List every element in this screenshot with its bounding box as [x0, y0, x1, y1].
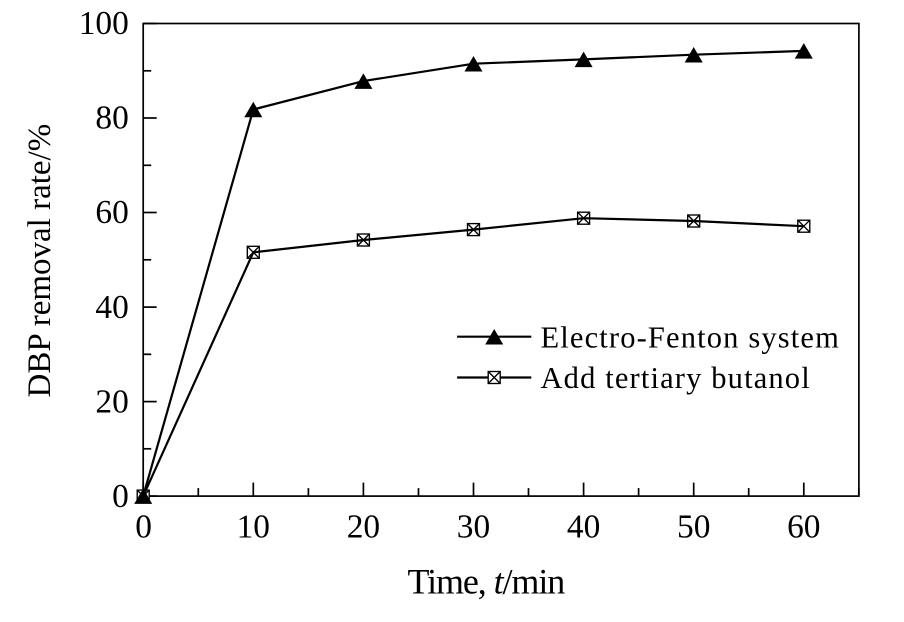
- svg-text:30: 30: [457, 509, 490, 546]
- svg-text:Time, t/min: Time, t/min: [408, 562, 566, 602]
- svg-text:Electro-Fenton system: Electro-Fenton system: [541, 321, 840, 355]
- svg-text:80: 80: [95, 100, 128, 137]
- svg-text:60: 60: [787, 509, 820, 546]
- svg-text:0: 0: [112, 478, 129, 515]
- svg-text:100: 100: [79, 5, 129, 42]
- svg-text:0: 0: [135, 509, 152, 546]
- svg-text:40: 40: [95, 289, 128, 326]
- svg-text:Add tertiary butanol: Add tertiary butanol: [541, 361, 811, 395]
- svg-text:DBP removal rate/%: DBP removal rate/%: [22, 124, 58, 398]
- svg-text:20: 20: [347, 509, 380, 546]
- svg-text:40: 40: [567, 509, 600, 546]
- svg-text:50: 50: [677, 509, 710, 546]
- svg-text:10: 10: [237, 509, 270, 546]
- svg-text:20: 20: [95, 383, 128, 420]
- svg-text:60: 60: [95, 194, 128, 231]
